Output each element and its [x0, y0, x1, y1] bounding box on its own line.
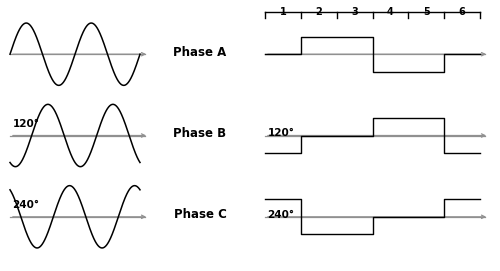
Text: 4: 4 — [387, 7, 394, 17]
Text: 120°: 120° — [12, 119, 40, 129]
Text: 1: 1 — [280, 7, 286, 17]
Text: Phase A: Phase A — [174, 46, 227, 59]
Text: 120°: 120° — [268, 128, 294, 138]
Text: 240°: 240° — [12, 200, 40, 210]
Text: 2: 2 — [316, 7, 322, 17]
Text: 5: 5 — [423, 7, 430, 17]
Text: Phase C: Phase C — [174, 208, 227, 221]
Text: Phase B: Phase B — [174, 127, 227, 140]
Text: 240°: 240° — [268, 210, 294, 220]
Text: 6: 6 — [458, 7, 466, 17]
Text: 3: 3 — [351, 7, 358, 17]
